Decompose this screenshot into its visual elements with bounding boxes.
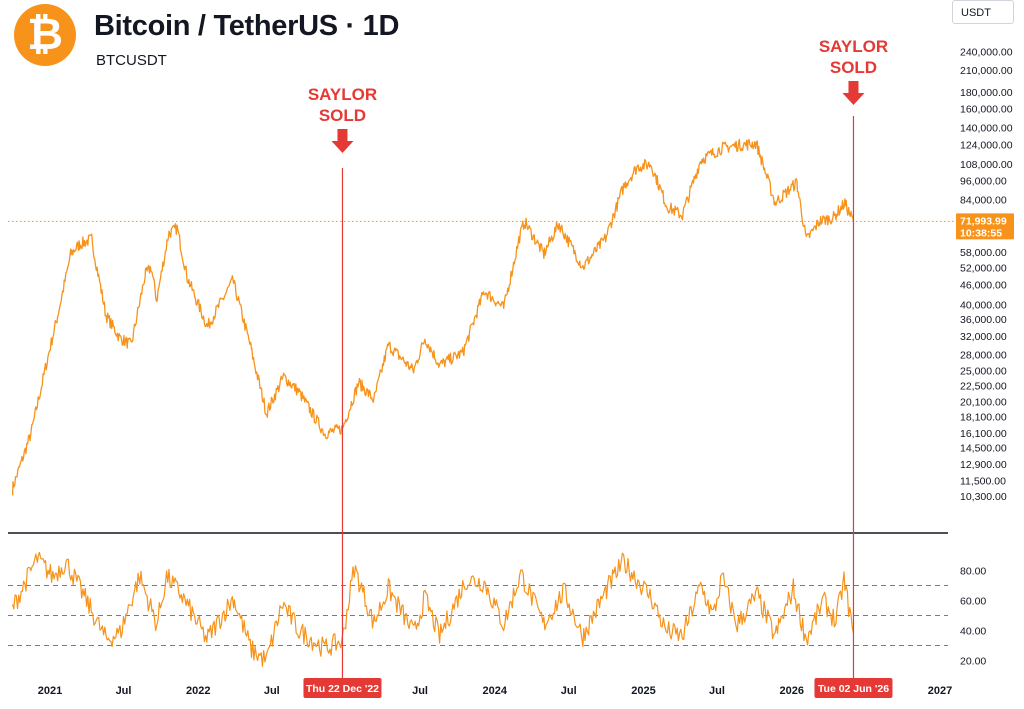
oscillator-line <box>12 551 855 667</box>
oscillator-tick-label: 40.00 <box>960 626 986 638</box>
price-tick-label: 40,000.00 <box>960 299 1007 311</box>
oscillator-tick-label: 20.00 <box>960 656 986 668</box>
currency-selector-button[interactable]: USDT <box>952 0 1014 24</box>
price-scale[interactable]: 240,000.00 210,000.00 180,000.00 160,000.00… <box>956 46 1014 503</box>
down-arrow-icon <box>331 129 354 153</box>
annotations: SAYLOR SOLD Thu 22 Dec '22 SAYLOR SOLD Tue 02… <box>303 37 893 698</box>
date-flag <box>303 678 382 698</box>
time-axis[interactable]: 2021 Jul 2022 Jul Jul 2024 Jul 2025 Jul 2026 2027 <box>38 685 952 697</box>
time-tick-label: Jul <box>561 685 577 697</box>
price-tick-label: 52,000.00 <box>960 262 1007 274</box>
time-tick-label: 2025 <box>631 685 655 697</box>
time-tick-label: 2022 <box>186 685 210 697</box>
price-tick-label: 12,900.00 <box>960 459 1007 471</box>
time-tick-label: 2026 <box>779 685 803 697</box>
annotation-text-line1: SAYLOR <box>819 37 888 56</box>
price-pane <box>8 138 954 534</box>
price-tick-label: 46,000.00 <box>960 280 1007 292</box>
down-arrow-icon <box>842 81 865 105</box>
price-tick-label: 140,000.00 <box>960 122 1013 134</box>
oscillator-pane: 80.00 60.00 40.00 20.00 <box>8 551 986 668</box>
price-tick-label: 11,500.00 <box>960 475 1006 487</box>
price-tick-label: 14,500.00 <box>960 443 1007 455</box>
price-tick-label: 28,000.00 <box>960 350 1007 362</box>
price-tick-label: 96,000.00 <box>960 176 1007 188</box>
date-flag-label: Thu 22 Dec '22 <box>306 683 379 695</box>
bitcoin-logo-icon: ₿ <box>14 4 76 66</box>
price-tick-label: 180,000.00 <box>960 87 1013 99</box>
annotation-text-line2: SOLD <box>319 106 366 125</box>
price-tick-label: 58,000.00 <box>960 247 1007 259</box>
time-tick-label: 2021 <box>38 685 62 697</box>
time-tick-label: Jul <box>116 685 132 697</box>
price-tick-label: 20,100.00 <box>960 397 1007 409</box>
oscillator-tick-label: 60.00 <box>960 596 986 608</box>
price-series-line <box>11 138 855 496</box>
saylor-sold-annotation: SAYLOR SOLD Tue 02 Jun '26 <box>814 37 893 698</box>
annotation-text-line2: SOLD <box>830 58 877 77</box>
price-tick-label: 16,100.00 <box>960 428 1007 440</box>
price-tick-label: 124,000.00 <box>960 140 1013 152</box>
price-tick-label: 108,000.00 <box>960 159 1013 171</box>
price-tick-label: 32,000.00 <box>960 331 1007 343</box>
chart-title: Bitcoin / TetherUS · 1D <box>94 10 400 42</box>
price-tick-label: 10,300.00 <box>960 491 1007 503</box>
time-tick-label: Jul <box>709 685 725 697</box>
oscillator-tick-label: 80.00 <box>960 566 986 578</box>
date-flag-label: Tue 02 Jun '26 <box>818 683 889 695</box>
price-tick-label: 36,000.00 <box>960 314 1007 326</box>
annotation-text-line1: SAYLOR <box>308 85 377 104</box>
time-tick-label: Jul <box>264 685 280 697</box>
date-flag <box>814 678 893 698</box>
price-tick-label: 84,000.00 <box>960 195 1007 207</box>
last-price-badge <box>956 213 1014 240</box>
price-tick-label: 18,100.00 <box>960 411 1007 423</box>
price-tick-label: 25,000.00 <box>960 366 1007 378</box>
countdown-label: 10:38:55 <box>960 227 1002 239</box>
last-price-label: 71,993.99 <box>960 215 1007 227</box>
time-tick-label: 2027 <box>928 685 952 697</box>
price-tick-label: 160,000.00 <box>960 104 1013 116</box>
symbol-label: BTCUSDT <box>96 52 167 69</box>
price-tick-label: 210,000.00 <box>960 65 1013 77</box>
time-tick-label: Jul <box>412 685 428 697</box>
saylor-sold-annotation: SAYLOR SOLD Thu 22 Dec '22 <box>303 85 382 698</box>
price-tick-label: 240,000.00 <box>960 46 1013 58</box>
time-tick-label: 2024 <box>483 685 508 697</box>
price-tick-label: 22,500.00 <box>960 381 1007 393</box>
